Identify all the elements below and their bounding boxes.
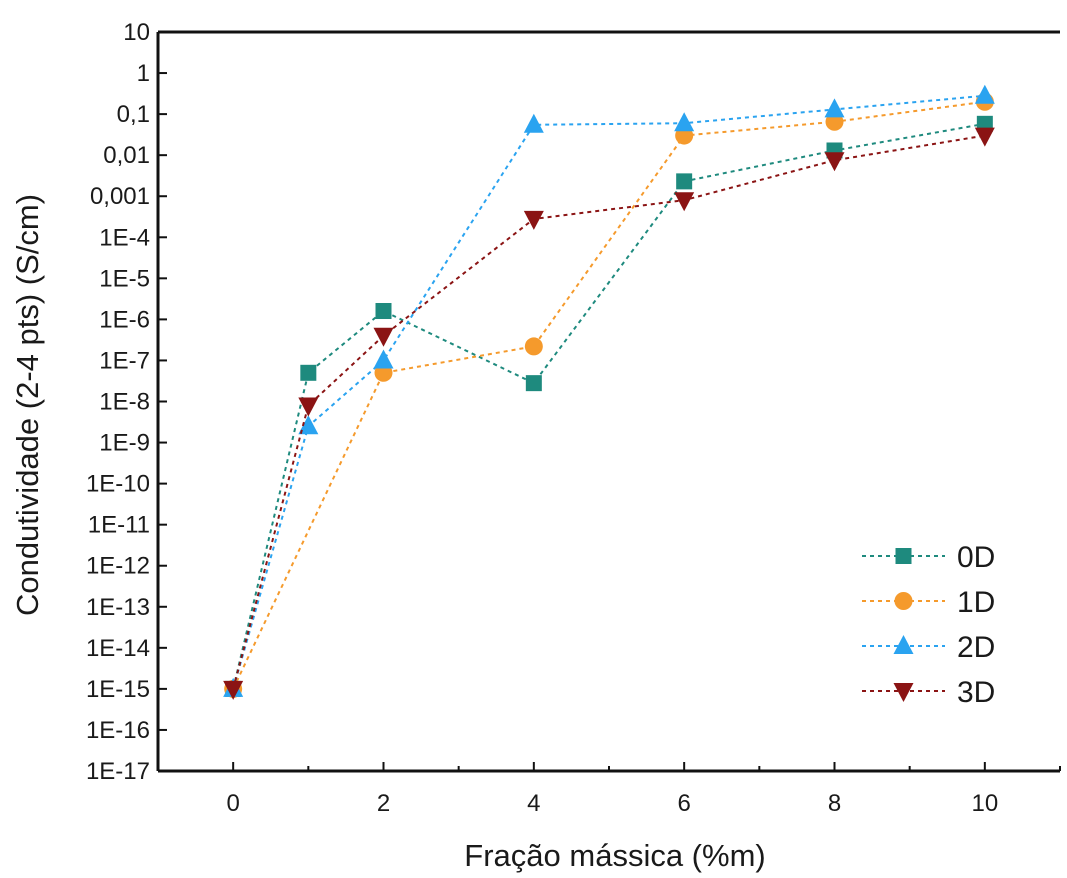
y-axis-ticks: 10 1 0,1 0,01 0,001 1E-4 1E-5 1E-6 1E-7 1E-8 1E-9 1… bbox=[86, 19, 167, 785]
x-tick-label: 4 bbox=[527, 790, 540, 817]
legend-label: 3D bbox=[957, 676, 995, 709]
y-tick-label: 1E-8 bbox=[99, 389, 150, 416]
data-point bbox=[300, 364, 317, 381]
series-1d bbox=[224, 92, 994, 698]
data-point bbox=[525, 375, 542, 392]
y-tick-label: 1E-16 bbox=[86, 717, 150, 744]
legend-marker bbox=[893, 683, 914, 702]
x-axis-title: Fração mássica (%m) bbox=[464, 838, 765, 873]
legend: 0D 1D 2D 3D bbox=[862, 541, 995, 709]
x-tick-label: 8 bbox=[828, 790, 841, 817]
y-tick-label: 0,01 bbox=[103, 142, 150, 169]
data-point bbox=[373, 327, 394, 347]
y-tick-label: 1E-6 bbox=[99, 306, 150, 333]
legend-label: 0D bbox=[957, 541, 995, 574]
x-tick-label: 6 bbox=[677, 790, 690, 817]
legend-item: 2D bbox=[862, 631, 995, 664]
y-tick-label: 1 bbox=[137, 60, 150, 87]
x-tick-label: 2 bbox=[377, 790, 390, 817]
y-tick-label: 0,1 bbox=[117, 101, 150, 128]
legend-label: 1D bbox=[957, 586, 995, 619]
data-point bbox=[298, 415, 319, 435]
data-point bbox=[524, 337, 543, 356]
data-point bbox=[523, 113, 544, 133]
series-2d bbox=[223, 84, 995, 697]
legend-item: 0D bbox=[862, 541, 995, 574]
data-point bbox=[298, 397, 319, 417]
data-point bbox=[676, 173, 693, 190]
y-tick-label: 1E-4 bbox=[99, 224, 150, 251]
legend-marker bbox=[893, 635, 914, 654]
series-3d bbox=[223, 127, 995, 700]
y-tick-label: 0,001 bbox=[90, 183, 150, 210]
y-tick-label: 10 bbox=[123, 19, 150, 46]
series-0d bbox=[225, 115, 993, 697]
legend-label: 2D bbox=[957, 631, 995, 664]
legend-item: 3D bbox=[862, 676, 995, 709]
y-tick-label: 1E-17 bbox=[86, 758, 150, 785]
x-tick-label: 10 bbox=[971, 790, 998, 817]
series-line bbox=[232, 122, 986, 690]
data-point bbox=[523, 210, 544, 230]
data-point bbox=[674, 112, 695, 132]
data-point bbox=[974, 84, 995, 104]
data-point bbox=[373, 349, 394, 369]
y-tick-label: 1E-5 bbox=[99, 265, 150, 292]
data-point bbox=[974, 127, 995, 147]
y-tick-label: 1E-10 bbox=[86, 471, 150, 498]
data-point bbox=[223, 680, 244, 700]
y-tick-label: 1E-9 bbox=[99, 430, 150, 457]
series-line bbox=[232, 100, 985, 690]
data-point bbox=[824, 98, 845, 118]
y-tick-label: 1E-7 bbox=[99, 347, 150, 374]
y-tick-label: 1E-13 bbox=[86, 594, 150, 621]
series-line bbox=[232, 94, 985, 690]
legend-item: 1D bbox=[862, 586, 995, 619]
y-tick-label: 1E-15 bbox=[86, 676, 150, 703]
data-point bbox=[824, 152, 845, 172]
legend-marker bbox=[895, 548, 912, 564]
y-axis-title: Condutividade (2-4 pts) (S/cm) bbox=[10, 194, 45, 616]
y-tick-label: 1E-12 bbox=[86, 553, 150, 580]
plot-frame bbox=[156, 30, 1060, 773]
data-point bbox=[375, 303, 392, 320]
series-line bbox=[232, 134, 985, 690]
y-tick-label: 1E-11 bbox=[88, 512, 150, 539]
data-point bbox=[674, 192, 695, 212]
series-layer bbox=[223, 84, 995, 700]
x-axis-ticks: 0 2 4 6 8 10 bbox=[157, 762, 1061, 817]
x-tick-label: 0 bbox=[226, 790, 239, 817]
y-tick-label: 1E-14 bbox=[86, 635, 150, 662]
legend-marker bbox=[894, 592, 913, 610]
